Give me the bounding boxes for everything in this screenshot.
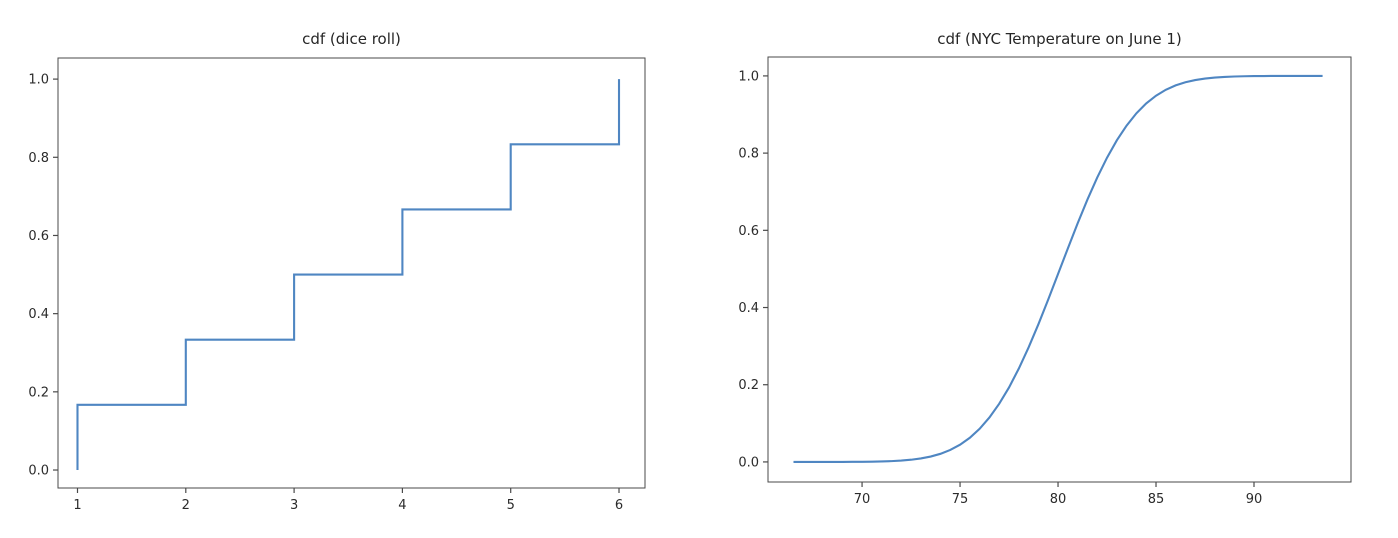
x-tick-label: 90 xyxy=(1246,492,1263,507)
y-tick-label: 0.4 xyxy=(738,301,759,316)
cdf-line xyxy=(793,74,1323,463)
axes-frame xyxy=(57,57,646,489)
plot-temperature-cdf: cdf (NYC Temperature on June 1) 70 75 80 85… xyxy=(738,30,1352,507)
x-tick-label: 80 xyxy=(1050,492,1067,507)
temperature-cdf-axes: 70 75 80 85 90 0.0 0.2 0.4 0.6 0.8 1.0 xyxy=(738,56,1352,507)
x-tick-label: 4 xyxy=(398,498,406,513)
y-tick-label: 0.8 xyxy=(738,147,759,162)
x-tick-label: 6 xyxy=(615,498,623,513)
x-tick-label: 75 xyxy=(952,492,969,507)
dice-cdf-axes: 1 2 3 4 5 6 0.0 0.2 0.4 0.6 0.8 1.0 xyxy=(28,57,646,513)
y-tick-label: 1.0 xyxy=(28,73,49,88)
y-tick-label: 0.4 xyxy=(28,307,49,322)
y-tick-label: 1.0 xyxy=(738,69,759,84)
y-tick-label: 0.8 xyxy=(28,151,49,166)
plot-title-dice: cdf (dice roll) xyxy=(302,30,401,48)
y-tick-label: 0.6 xyxy=(28,229,49,244)
cdf-line xyxy=(76,79,621,471)
x-tick-label: 3 xyxy=(290,498,298,513)
x-tick-label: 2 xyxy=(182,498,190,513)
x-tick-label: 5 xyxy=(507,498,515,513)
y-tick-label: 0.2 xyxy=(28,385,49,400)
y-tick-label: 0.0 xyxy=(28,464,49,479)
x-tick-label: 1 xyxy=(73,498,81,513)
y-tick-label: 0.6 xyxy=(738,224,759,239)
x-tick-label: 70 xyxy=(854,492,871,507)
x-tick-label: 85 xyxy=(1148,492,1165,507)
axes-frame xyxy=(767,56,1352,483)
plot-title-temperature: cdf (NYC Temperature on June 1) xyxy=(937,30,1182,48)
plot-dice-cdf: cdf (dice roll) 1 2 3 4 5 6 0.0 0.2 0.4 0.6 0.8 1.0 xyxy=(28,30,646,513)
y-tick-label: 0.2 xyxy=(738,378,759,393)
y-tick-label: 0.0 xyxy=(738,455,759,470)
